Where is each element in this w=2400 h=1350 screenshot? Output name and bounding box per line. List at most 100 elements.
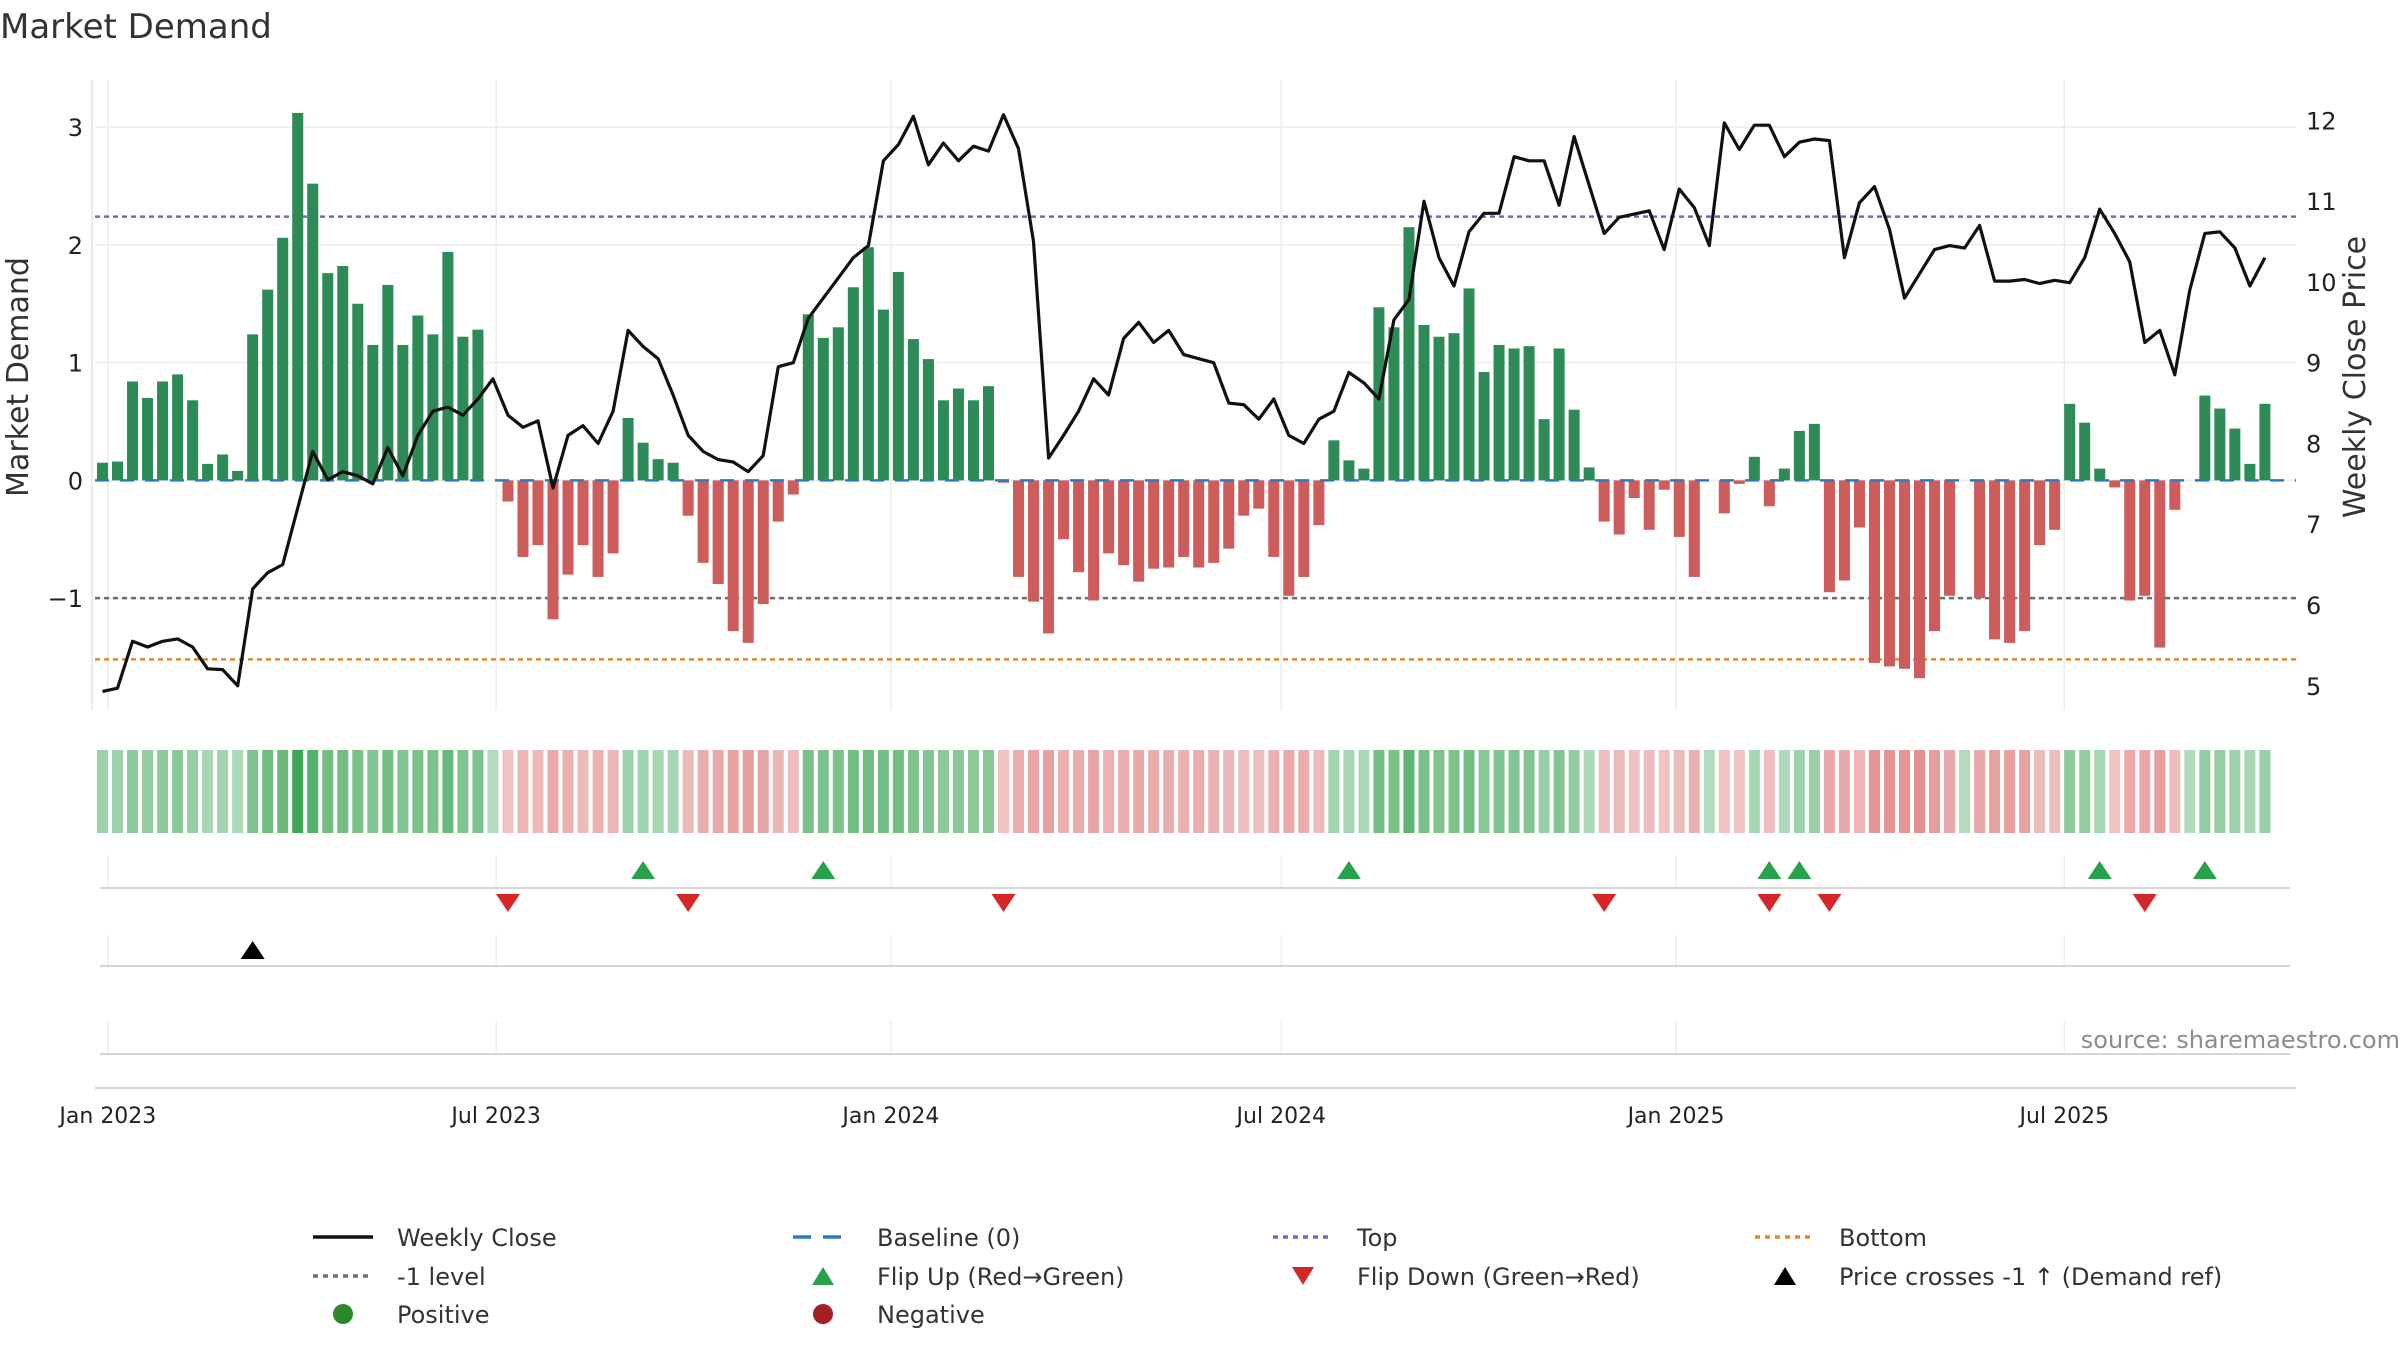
strength-band-cell [1028,750,1040,833]
positive-demand-bar [1508,348,1520,481]
positive-demand-bar [187,400,199,481]
positive-demand-bar [907,339,919,481]
strength-band-cell [532,750,544,833]
strength-band-cell [1043,750,1055,833]
legend-label: -1 level [397,1263,486,1291]
strength-band-cell [1448,750,1460,833]
strength-band-cell [2064,750,2076,833]
strength-band-cell [2214,750,2226,833]
strength-band-cell [667,750,679,833]
flip-up-marker [1787,861,1812,879]
strength-band-cell [1523,750,1535,833]
negative-demand-bar [1838,480,1850,581]
positive-demand-bar [457,336,469,481]
positive-demand-bar [427,334,439,481]
strength-band-cell [802,750,814,833]
demand-bars [97,112,2271,679]
strength-band-cell [1238,750,1250,833]
negative-demand-bar [1088,480,1100,601]
flip-up-marker [1757,861,1782,879]
positive-demand-bar [307,183,319,481]
y2-tick-label: 11 [2306,188,2337,216]
negative-demand-bar [1163,480,1175,568]
strength-band-cell [562,750,574,833]
legend-item: Baseline (0) [793,1224,1020,1252]
positive-demand-bar [2244,463,2256,481]
legend-label: Flip Up (Red→Green) [877,1263,1125,1291]
negative-demand-bar [772,480,784,522]
negative-demand-bar [1058,480,1070,540]
strength-band-cell [1223,750,1235,833]
strength-band-cell [1403,750,1415,833]
y2-tick-label: 8 [2306,430,2321,458]
legend-triangle-down-icon [1292,1267,1314,1285]
strength-band-cell [607,750,619,833]
strength-band-cell [367,750,379,833]
positive-demand-bar [112,461,124,481]
negative-demand-bar [502,480,514,502]
negative-demand-bar [1598,480,1610,522]
negative-demand-bar [2109,480,2121,488]
strength-band-cell [382,750,394,833]
y2-tick-label: 5 [2306,673,2321,701]
negative-demand-bar [1118,480,1130,566]
positive-demand-bar [292,112,304,481]
strength-band-cell [2244,750,2256,833]
strength-band-cell [2004,750,2016,833]
positive-demand-bar [352,303,364,481]
strength-band-cell [277,750,289,833]
negative-demand-bar [1688,480,1700,577]
legend-label: Price crosses -1 ↑ (Demand ref) [1839,1263,2222,1291]
strength-band-cell [1853,750,1865,833]
strength-band-cell [1268,750,1280,833]
strength-band-cell [1058,750,1070,833]
negative-demand-bar [532,480,544,546]
strength-band-cell [832,750,844,833]
strength-band-cell [1628,750,1640,833]
negative-demand-bar [712,480,724,584]
strength-band-cell [1103,750,1115,833]
positive-demand-bar [382,284,394,481]
negative-demand-bar [1658,480,1670,490]
positive-demand-bar [922,359,934,481]
strength-band-cell [712,750,724,833]
negative-demand-bar [1763,480,1775,507]
strength-band-cell [1959,750,1971,833]
flip-down-marker [2132,894,2157,912]
flip-up-marker [811,861,836,879]
strength-band-cell [1328,750,1340,833]
negative-demand-bar [1043,480,1055,634]
legend-item: Positive [333,1301,490,1329]
negative-demand-bar [2169,480,2181,510]
strength-band-cell [1688,750,1700,833]
strength-band-cell [787,750,799,833]
strength-band-cell [997,750,1010,833]
strength-band-cell [1433,750,1445,833]
negative-demand-bar [1028,480,1040,602]
positive-demand-bar [157,381,169,481]
positive-demand-bar [367,344,379,481]
positive-demand-bar [1418,324,1430,481]
positive-demand-bar [1523,346,1535,481]
strength-band-cell [682,750,694,833]
strength-band-cell [487,750,499,833]
legend-item: Price crosses -1 ↑ (Demand ref) [1774,1263,2222,1291]
positive-demand-bar [1793,430,1805,481]
positive-demand-bar [442,251,454,481]
strength-band-cell [727,750,739,833]
negative-demand-bar [787,480,799,495]
strength-band-cell [982,750,994,833]
positive-demand-bar [217,454,229,481]
legend-label: Top [1356,1224,1398,1252]
strength-band-cell [472,750,484,833]
strength-band-cell [892,750,904,833]
negative-demand-bar [1929,480,1941,632]
flip-down-marker [1592,894,1617,912]
positive-demand-bar [1568,409,1580,481]
negative-demand-bar [2049,480,2061,530]
y2-axis-label: Weekly Close Price [2338,236,2373,518]
strength-band-cell [2109,750,2121,833]
negative-demand-bar [562,480,574,575]
strength-band-cell [142,750,154,833]
strength-band-cell [1133,750,1145,833]
